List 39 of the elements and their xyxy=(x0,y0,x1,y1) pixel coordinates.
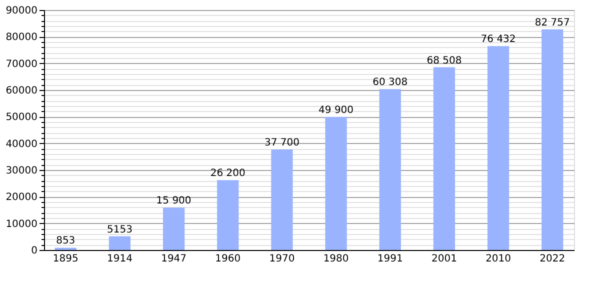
bar xyxy=(379,89,401,250)
bar xyxy=(433,67,456,250)
x-tick-label: 1960 xyxy=(215,254,241,264)
y-tick-label: 10000 xyxy=(6,218,38,230)
y-tick-label: 40000 xyxy=(6,138,38,150)
x-tick-label: 2010 xyxy=(486,254,512,264)
y-tick-label: 30000 xyxy=(6,166,38,176)
data-label: 853 xyxy=(56,236,76,247)
data-label: 15 900 xyxy=(156,196,192,207)
data-label: 5153 xyxy=(106,224,132,236)
data-label: 60 308 xyxy=(372,77,408,88)
y-tick-label: 20000 xyxy=(6,192,38,204)
x-tick-label: 1970 xyxy=(269,254,295,264)
data-label: 76 432 xyxy=(480,34,516,46)
x-tick-label: 1980 xyxy=(323,254,349,264)
bar xyxy=(487,46,510,250)
y-tick-label: 60000 xyxy=(6,86,38,96)
bar xyxy=(271,149,293,250)
x-tick-label: 1895 xyxy=(52,254,78,264)
x-tick-label: 1991 xyxy=(377,254,403,264)
x-tick-label: 2022 xyxy=(540,254,566,264)
data-label: 68 508 xyxy=(426,55,462,66)
bar xyxy=(217,180,239,250)
bar xyxy=(108,236,131,250)
y-tick-label: 90000 xyxy=(6,6,38,16)
data-label: 26 200 xyxy=(210,168,246,180)
bar xyxy=(542,29,564,250)
y-tick-label: 50000 xyxy=(6,112,38,124)
y-tick-label: 70000 xyxy=(6,58,38,70)
y-tick-label: 0 xyxy=(31,246,38,256)
data-label: 49 900 xyxy=(318,104,354,116)
bar xyxy=(325,116,347,250)
bar xyxy=(162,208,185,250)
x-tick-label: 1914 xyxy=(106,254,132,264)
y-tick-label: 80000 xyxy=(6,32,38,44)
x-tick-label: 2001 xyxy=(431,254,457,264)
data-label: 37 700 xyxy=(264,137,300,148)
data-label: 82 757 xyxy=(534,17,570,28)
x-tick-label: 1947 xyxy=(161,254,187,264)
